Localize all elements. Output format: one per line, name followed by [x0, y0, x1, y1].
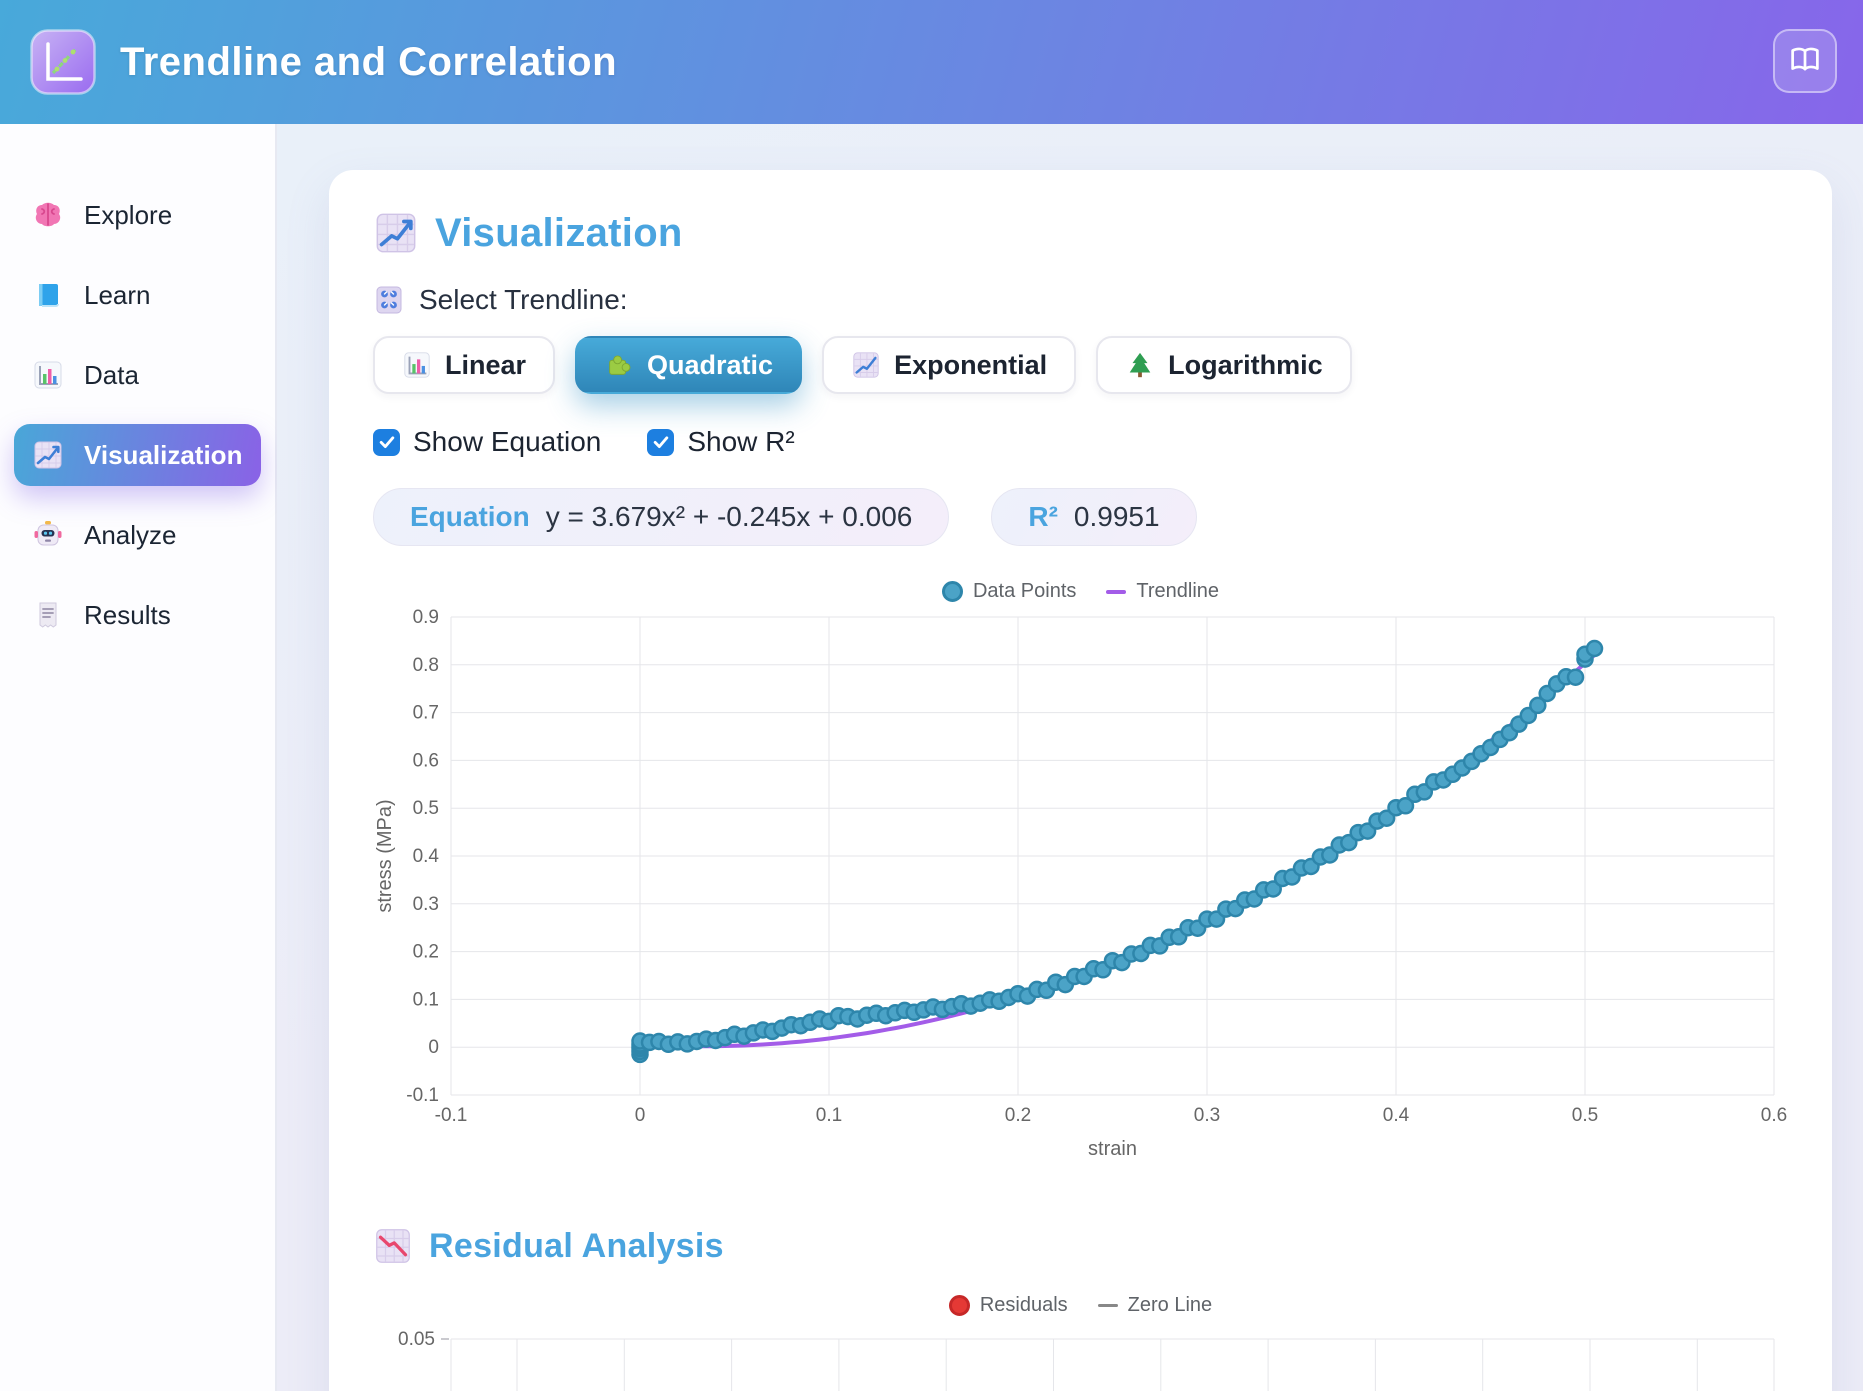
svg-text:0.5: 0.5 — [1572, 1105, 1598, 1126]
r2-badge: R² 0.9951 — [991, 488, 1197, 546]
legend-residuals[interactable]: Residuals — [948, 1294, 1068, 1317]
svg-text:strain: strain — [1088, 1138, 1137, 1160]
sidebar-item-label: Learn — [84, 279, 151, 310]
robot-icon — [32, 519, 64, 551]
button-label: Quadratic — [647, 349, 774, 380]
svg-text:0.3: 0.3 — [413, 894, 439, 915]
svg-text:0.6: 0.6 — [1761, 1105, 1787, 1126]
linear-button[interactable]: Linear — [373, 336, 556, 394]
scatter-chart-block: Data Points Trendline -0.1 0 0.1 0.2 0.3 0.4 0… — [373, 580, 1788, 1170]
svg-text:stress (MPa): stress (MPa) — [374, 799, 396, 912]
main-content: Visualization Select Trendline: — [277, 124, 1863, 1391]
svg-text:0.6: 0.6 — [413, 750, 439, 771]
svg-text:0.05: 0.05 — [398, 1329, 435, 1350]
residual-chart: 0.05 — [398, 1329, 1775, 1391]
quadratic-button[interactable]: Quadratic — [575, 336, 803, 394]
svg-text:0: 0 — [635, 1105, 646, 1126]
checkbox-label: Show R² — [687, 426, 795, 457]
section-title: Visualization — [435, 210, 683, 255]
residual-chart-legend: Residuals Zero Line — [373, 1294, 1788, 1317]
svg-text:0.4: 0.4 — [1383, 1105, 1410, 1126]
blue-book-icon — [32, 279, 64, 311]
show-equation-checkbox[interactable]: Show Equation — [373, 426, 601, 458]
stat-badges: Equation y = 3.679x² + -0.245x + 0.006 R… — [373, 488, 1788, 546]
button-label: Exponential — [894, 349, 1048, 380]
bar-chart-icon — [32, 359, 64, 391]
visualization-card: Visualization Select Trendline: — [329, 170, 1832, 1391]
svg-text:0.4: 0.4 — [413, 846, 440, 867]
checkbox-checked-icon — [647, 428, 675, 456]
svg-text:0.3: 0.3 — [1194, 1105, 1220, 1126]
bar-chart-icon — [402, 350, 432, 380]
legend-trendline[interactable]: Trendline — [1106, 580, 1219, 603]
zero-line-swatch — [1097, 1304, 1118, 1307]
svg-text:0: 0 — [428, 1037, 439, 1058]
r2-badge-value: 0.9951 — [1073, 501, 1160, 532]
sidebar-item-visualization[interactable]: Visualization — [14, 424, 261, 486]
svg-text:0.7: 0.7 — [413, 703, 439, 724]
sidebar-item-learn[interactable]: Learn — [14, 264, 261, 326]
svg-text:0.2: 0.2 — [413, 942, 439, 963]
sidebar-item-label: Analyze — [84, 519, 177, 550]
control-knobs-icon — [373, 284, 405, 316]
equation-badge: Equation y = 3.679x² + -0.245x + 0.006 — [373, 488, 950, 546]
sidebar-item-label: Data — [84, 359, 139, 390]
residual-section-title: Residual Analysis — [429, 1226, 724, 1265]
svg-text:0.1: 0.1 — [816, 1105, 842, 1126]
svg-text:0.2: 0.2 — [1005, 1105, 1031, 1126]
select-trendline-label: Select Trendline: — [419, 284, 628, 315]
legend-label: Trendline — [1136, 580, 1220, 602]
svg-text:-0.1: -0.1 — [406, 1085, 439, 1106]
app-logo-icon — [30, 29, 96, 95]
sidebar-item-analyze[interactable]: Analyze — [14, 504, 261, 566]
open-book-icon — [1787, 41, 1823, 82]
svg-text:0.8: 0.8 — [413, 655, 439, 676]
show-r2-checkbox[interactable]: Show R² — [647, 426, 795, 458]
sidebar-item-label: Explore — [84, 199, 173, 230]
legend-zero-line[interactable]: Zero Line — [1097, 1294, 1213, 1317]
docs-button[interactable] — [1773, 29, 1837, 93]
legend-label: Residuals — [979, 1294, 1068, 1316]
equation-badge-label: Equation — [410, 501, 530, 532]
data-points-swatch — [941, 581, 963, 602]
legend-data-points[interactable]: Data Points — [941, 580, 1077, 603]
sidebar-item-data[interactable]: Data — [14, 344, 261, 406]
chart-increasing-icon — [32, 439, 64, 471]
sidebar-item-label: Visualization — [84, 439, 243, 470]
sidebar-item-results[interactable]: Results — [14, 584, 261, 646]
checkbox-checked-icon — [373, 428, 400, 456]
svg-text:0.5: 0.5 — [413, 798, 439, 819]
receipt-icon — [32, 599, 64, 631]
chart-increasing-icon — [851, 350, 881, 380]
checkbox-label: Show Equation — [413, 426, 602, 457]
sidebar-item-explore[interactable]: Explore — [14, 184, 261, 246]
trendline-swatch — [1106, 589, 1127, 594]
svg-text:-0.1: -0.1 — [435, 1105, 468, 1126]
button-label: Logarithmic — [1168, 349, 1323, 380]
sidebar: Explore Learn — [0, 124, 277, 1391]
chart-decreasing-icon — [373, 1226, 413, 1266]
legend-label: Data Points — [972, 580, 1077, 602]
trendline-button-group: Linear Quadratic — [373, 336, 1788, 394]
puzzle-icon — [604, 350, 634, 380]
legend-label: Zero Line — [1127, 1294, 1213, 1316]
button-label: Linear — [445, 349, 527, 380]
residuals-swatch — [948, 1295, 970, 1316]
evergreen-tree-icon — [1125, 350, 1155, 380]
app-header: Trendline and Correlation — [0, 0, 1863, 124]
scatter-chart: -0.1 0 0.1 0.2 0.3 0.4 0.5 0.6 0.7 0.8 0.9 -0.1 0 0.1… — [374, 607, 1787, 1160]
equation-badge-value: y = 3.679x² + -0.245x + 0.006 — [545, 501, 913, 532]
logarithmic-button[interactable]: Logarithmic — [1096, 336, 1352, 394]
svg-text:0.1: 0.1 — [413, 989, 439, 1010]
chart-increasing-icon — [373, 210, 419, 256]
r2-badge-label: R² — [1028, 501, 1058, 532]
residual-analysis-section: Residual Analysis Residuals Zero Line 0.… — [373, 1226, 1788, 1391]
exponential-button[interactable]: Exponential — [822, 336, 1077, 394]
sidebar-item-label: Results — [84, 599, 171, 630]
brain-icon — [32, 199, 64, 231]
chart-options: Show Equation Show R² — [373, 426, 1788, 458]
chart-legend: Data Points Trendline — [373, 580, 1788, 603]
svg-text:0.9: 0.9 — [413, 607, 439, 628]
page-title: Trendline and Correlation — [120, 39, 618, 84]
